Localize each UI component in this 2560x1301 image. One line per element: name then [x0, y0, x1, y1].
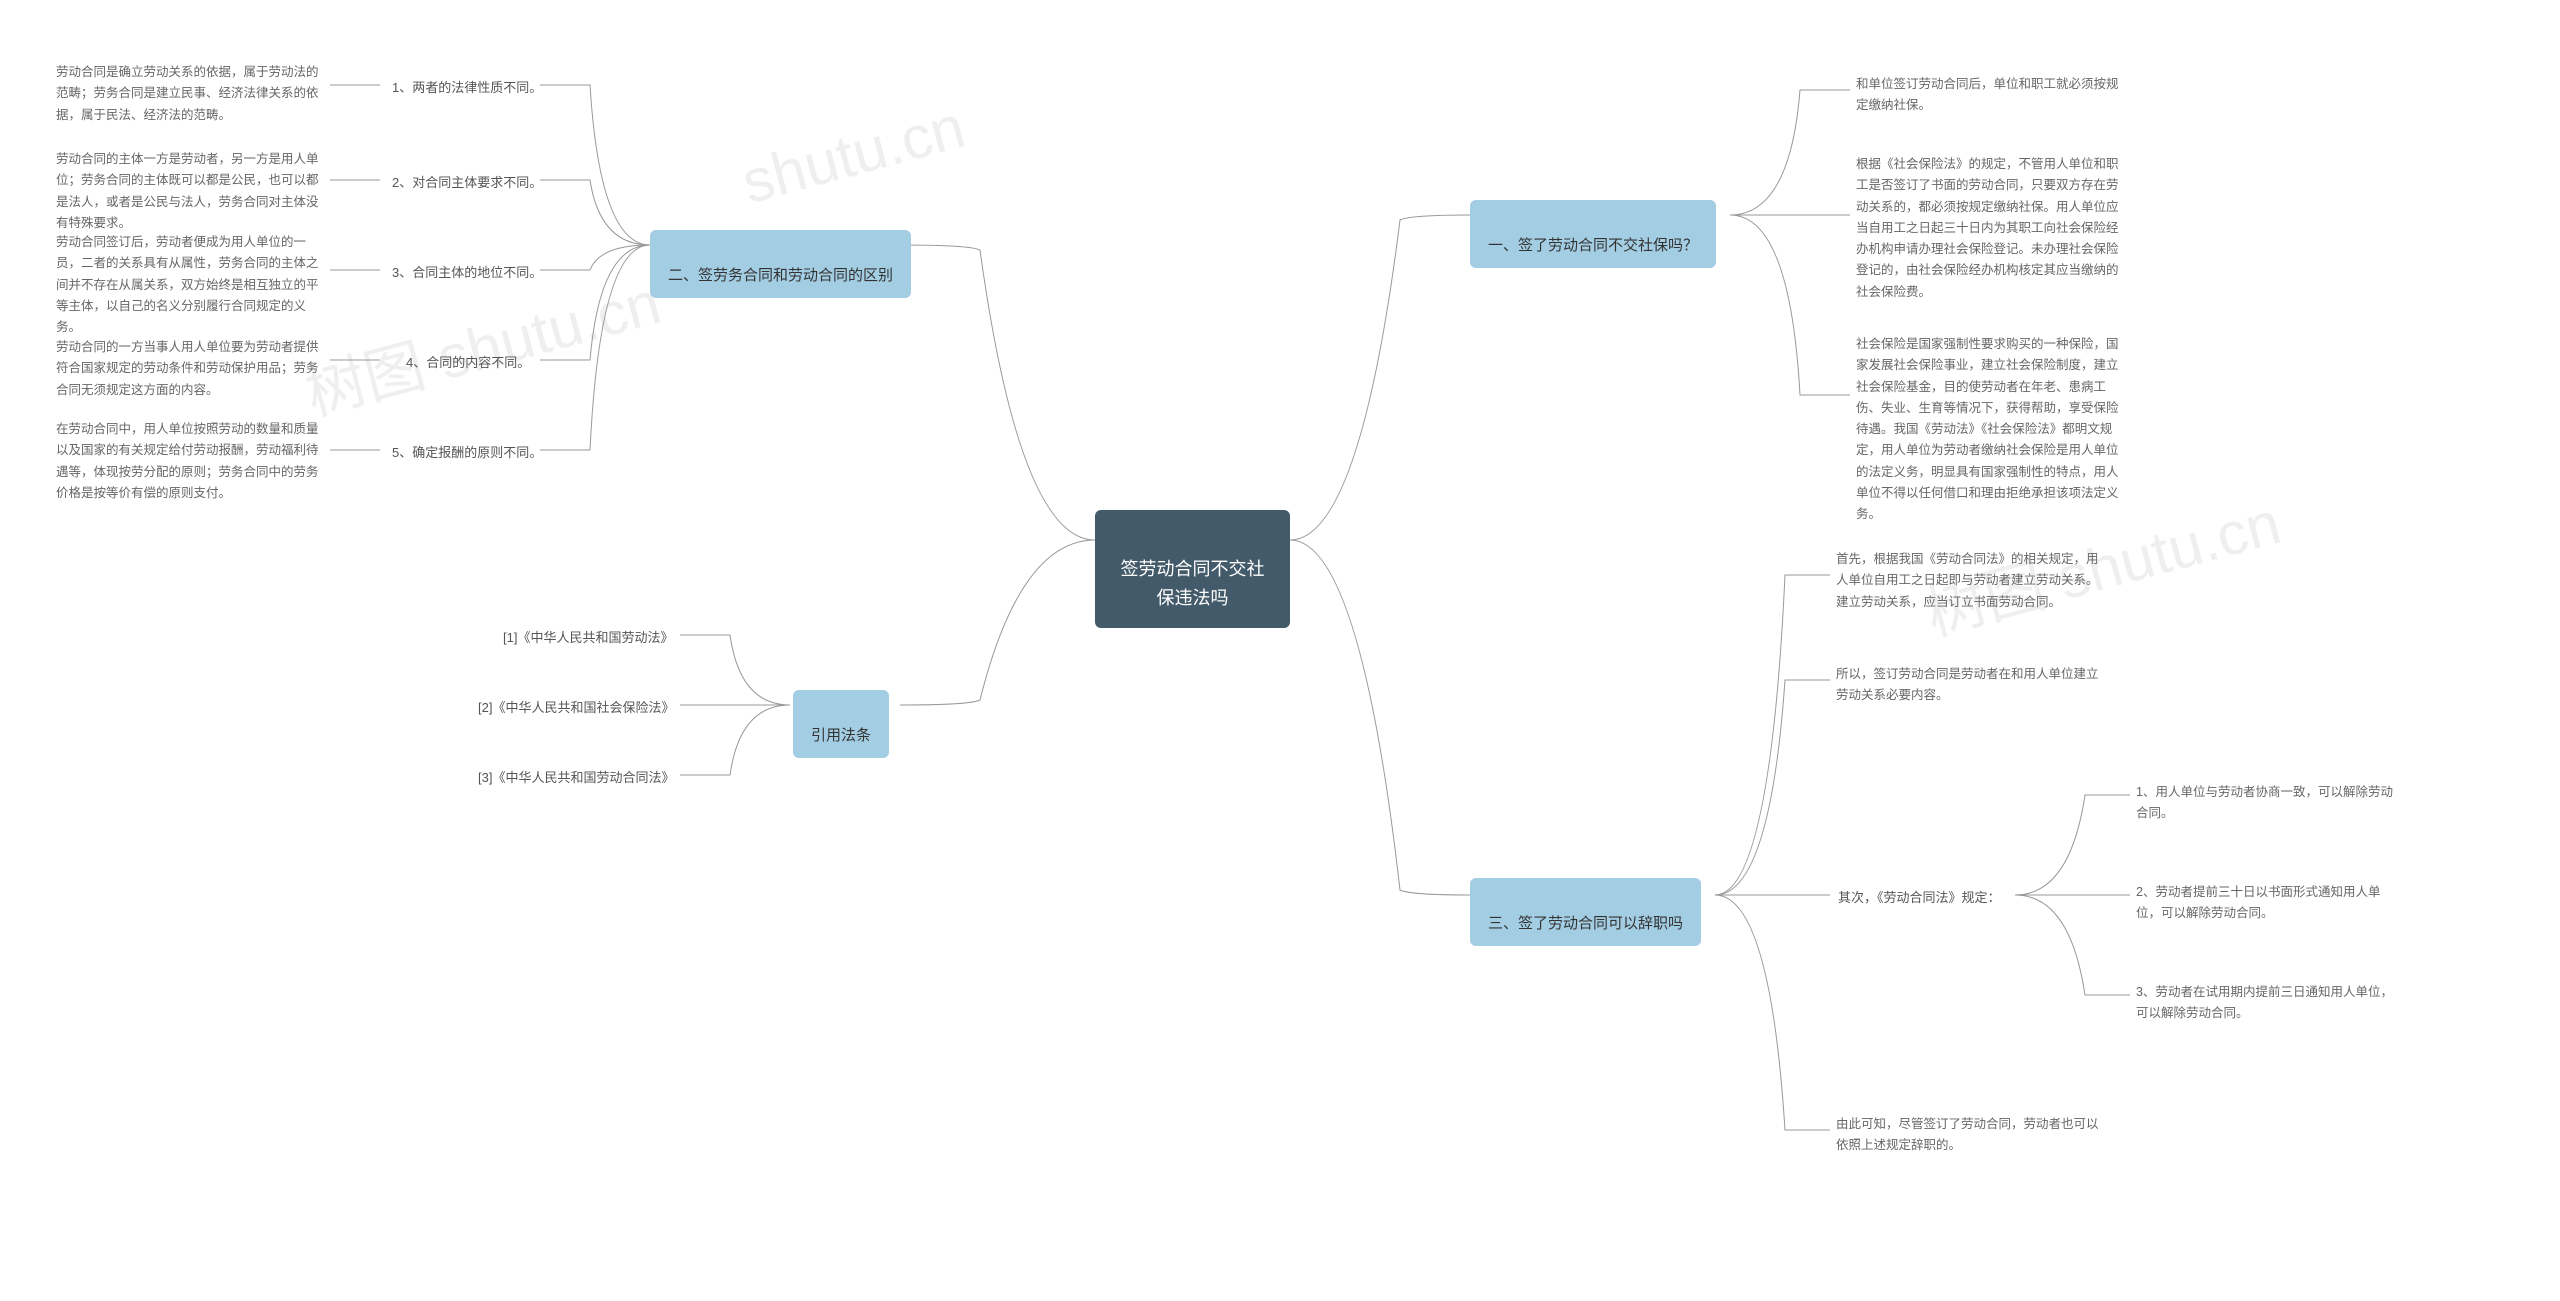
leaf-r3-2: 所以，签订劳动合同是劳动者在和用人单位建立劳动关系必要内容。: [1830, 660, 2110, 711]
sub-l2-1: 1、两者的法律性质不同。: [384, 74, 550, 103]
sub-l2-5: 5、确定报酬的原则不同。: [384, 439, 550, 468]
leaf-r1-3: 社会保险是国家强制性要求购买的一种保险，国家发展社会保险事业，建立社会保险制度，…: [1850, 330, 2130, 529]
ref-2: [2]《中华人民共和国社会保险法》: [470, 694, 682, 723]
leaf-r3-3-2: 2、劳动者提前三十日以书面形式通知用人单位，可以解除劳动合同。: [2130, 878, 2410, 929]
root-label: 签劳动合同不交社保违法吗: [1121, 559, 1265, 608]
branch-label: 一、签了劳动合同不交社保吗？: [1488, 237, 1698, 254]
leaf-r3-3-3: 3、劳动者在试用期内提前三日通知用人单位，可以解除劳动合同。: [2130, 978, 2410, 1029]
leaf-r3-4: 由此可知，尽管签订了劳动合同，劳动者也可以依照上述规定辞职的。: [1830, 1110, 2110, 1161]
leaf-r1-1: 和单位签订劳动合同后，单位和职工就必须按规定缴纳社保。: [1850, 70, 2130, 121]
leaf-r1-2: 根据《社会保险法》的规定，不管用人单位和职工是否签订了书面的劳动合同，只要双方存…: [1850, 150, 2130, 307]
branch-right-1[interactable]: 一、签了劳动合同不交社保吗？: [1470, 200, 1716, 268]
sub-l2-2: 2、对合同主体要求不同。: [384, 169, 550, 198]
branch-left-2[interactable]: 二、签劳务合同和劳动合同的区别: [650, 230, 911, 298]
leaf-l2-1d: 劳动合同是确立劳动关系的依据，属于劳动法的范畴；劳务合同是建立民事、经济法律关系…: [50, 58, 330, 130]
branch-label: 二、签劳务合同和劳动合同的区别: [668, 267, 893, 284]
leaf-l2-4d: 劳动合同的一方当事人用人单位要为劳动者提供符合国家规定的劳动条件和劳动保护用品；…: [50, 333, 330, 405]
leaf-r3-1: 首先，根据我国《劳动合同法》的相关规定，用人单位自用工之日起即与劳动者建立劳动关…: [1830, 545, 2110, 617]
ref-1: [1]《中华人民共和国劳动法》: [495, 624, 681, 653]
leaf-l2-5d: 在劳动合同中，用人单位按照劳动的数量和质量以及国家的有关规定给付劳动报酬，劳动福…: [50, 415, 330, 508]
leaf-l2-3d: 劳动合同签订后，劳动者便成为用人单位的一员，二者的关系具有从属性，劳务合同的主体…: [50, 228, 330, 342]
branch-left-refs[interactable]: 引用法条: [793, 690, 889, 758]
branch-label: 三、签了劳动合同可以辞职吗: [1488, 915, 1683, 932]
leaf-l2-2d: 劳动合同的主体一方是劳动者，另一方是用人单位；劳务合同的主体既可以都是公民，也可…: [50, 145, 330, 238]
ref-3: [3]《中华人民共和国劳动合同法》: [470, 764, 682, 793]
branch-right-3[interactable]: 三、签了劳动合同可以辞职吗: [1470, 878, 1701, 946]
root-node[interactable]: 签劳动合同不交社保违法吗: [1095, 510, 1290, 628]
leaf-r3-3-1: 1、用人单位与劳动者协商一致，可以解除劳动合同。: [2130, 778, 2410, 829]
watermark: shutu.cn: [735, 92, 972, 217]
sub-r3-3: 其次，《劳动合同法》规定：: [1830, 884, 2009, 913]
sub-l2-4: 4、合同的内容不同。: [398, 349, 538, 378]
branch-label: 引用法条: [811, 727, 871, 744]
sub-l2-3: 3、合同主体的地位不同。: [384, 259, 550, 288]
